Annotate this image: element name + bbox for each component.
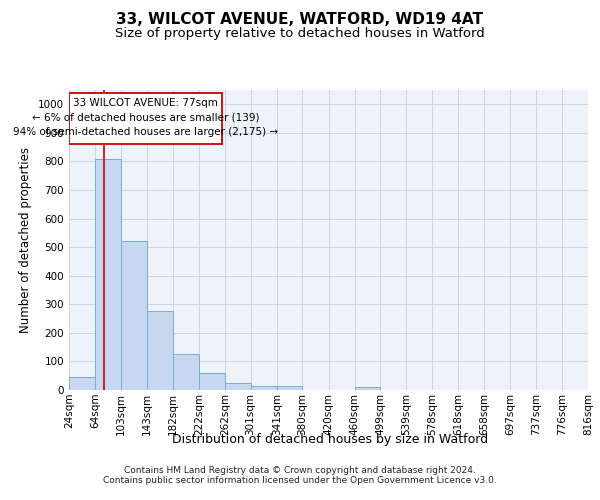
Bar [147, 312, 173, 390]
Bar [173, 354, 199, 390]
Text: Distribution of detached houses by size in Watford: Distribution of detached houses by size … [172, 432, 488, 446]
Bar [69, 93, 223, 144]
Bar [225, 382, 251, 390]
Bar [69, 377, 95, 390]
Bar [199, 373, 225, 390]
Bar [251, 386, 277, 390]
Bar [355, 387, 380, 390]
Text: ← 6% of detached houses are smaller (139): ← 6% of detached houses are smaller (139… [32, 112, 259, 122]
Text: 94% of semi-detached houses are larger (2,175) →: 94% of semi-detached houses are larger (… [13, 127, 278, 137]
Y-axis label: Number of detached properties: Number of detached properties [19, 147, 32, 333]
Text: Size of property relative to detached houses in Watford: Size of property relative to detached ho… [115, 28, 485, 40]
Bar [95, 158, 121, 390]
Text: Contains public sector information licensed under the Open Government Licence v3: Contains public sector information licen… [103, 476, 497, 485]
Text: Contains HM Land Registry data © Crown copyright and database right 2024.: Contains HM Land Registry data © Crown c… [124, 466, 476, 475]
Bar [121, 241, 147, 390]
Bar [277, 386, 302, 390]
Text: 33 WILCOT AVENUE: 77sqm: 33 WILCOT AVENUE: 77sqm [73, 98, 218, 108]
Text: 33, WILCOT AVENUE, WATFORD, WD19 4AT: 33, WILCOT AVENUE, WATFORD, WD19 4AT [116, 12, 484, 28]
